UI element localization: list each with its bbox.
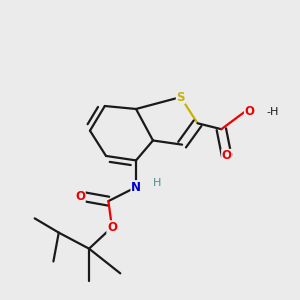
Text: H: H xyxy=(153,178,162,188)
Text: N: N xyxy=(131,181,141,194)
Text: O: O xyxy=(244,106,254,118)
Text: O: O xyxy=(75,190,85,202)
Text: -H: -H xyxy=(267,107,279,117)
Text: S: S xyxy=(176,91,185,103)
Text: O: O xyxy=(222,149,232,162)
Text: O: O xyxy=(107,221,117,234)
